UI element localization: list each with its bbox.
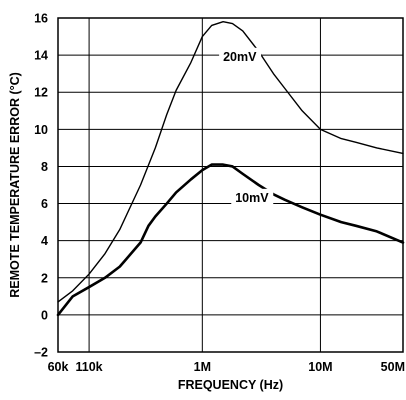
series-line-10mV: [56, 163, 405, 317]
series-label-bg: [231, 188, 274, 205]
y-tick-label: 0: [41, 308, 48, 322]
y-tick-label: 4: [41, 234, 48, 248]
plot-frame: [57, 17, 404, 353]
series-label-20mV: 20mV: [223, 50, 257, 64]
y-tick-label: 8: [41, 160, 48, 174]
y-tick-label: 14: [34, 49, 48, 63]
y-tick-label: 6: [41, 197, 48, 211]
tick-layer: –2 0 2 4 6 8 10 12 14 16 60k 110k 1M 10M 50M: [34, 12, 405, 375]
grid-layer: [57, 17, 404, 353]
y-axis-title: REMOTE TEMPERATURE ERROR (°C): [8, 72, 22, 298]
x-tick-label: 10M: [308, 360, 332, 374]
y-tick-label: 16: [34, 12, 48, 26]
x-axis-title: FREQUENCY (Hz): [178, 378, 283, 392]
y-tick-label: 2: [41, 271, 48, 285]
x-tick-label: 50M: [381, 360, 405, 374]
y-tick-label: 10: [34, 123, 48, 137]
x-tick-label: 60k: [48, 360, 69, 374]
series-line-20mV: [57, 21, 404, 303]
series-layer: 20mV 10mV: [56, 21, 405, 317]
y-tick-label: 12: [34, 86, 48, 100]
y-tick-label: –2: [34, 346, 48, 360]
series-label-bg: [219, 47, 262, 64]
x-tick-label: 1M: [194, 360, 211, 374]
series-label-10mV: 10mV: [235, 191, 269, 205]
x-tick-label: 110k: [76, 360, 103, 374]
